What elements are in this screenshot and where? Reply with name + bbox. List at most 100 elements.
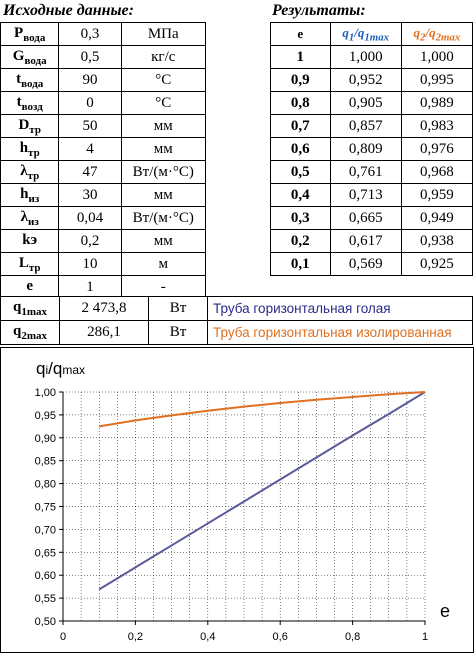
- summary-value: 2 473,8: [59, 296, 149, 321]
- y-tick-label: 0,65: [35, 547, 56, 559]
- q1-value: 0,617: [329, 229, 402, 253]
- param-symbol-sub: вода: [21, 77, 44, 90]
- summary-symbol-sub: 1max: [21, 306, 47, 318]
- param-symbol: λиз: [0, 206, 60, 230]
- param-value: 47: [58, 160, 122, 184]
- header-sub: 1max: [364, 31, 390, 44]
- param-symbol-sub: тр: [28, 146, 40, 159]
- param-value: 0,2: [58, 229, 122, 253]
- param-symbol-sub: тр: [29, 123, 41, 136]
- param-value: 0,5: [58, 45, 122, 69]
- header-slash: /q: [425, 24, 436, 40]
- results-row: 0,6 0,809 0,976: [270, 137, 474, 161]
- q1-value: 0,952: [329, 68, 402, 92]
- q2-value: 0,949: [400, 206, 474, 230]
- summary-row: q2max 286,1 Вт Труба горизонтальная изолиро…: [0, 320, 473, 345]
- results-row: 0,4 0,713 0,959: [270, 183, 474, 207]
- q2-value: 0,959: [400, 183, 474, 207]
- e-value: 0,8: [270, 91, 331, 115]
- param-symbol-main: λ: [20, 162, 28, 179]
- y-label-main: q: [36, 359, 45, 378]
- e-value: 0,6: [270, 137, 331, 161]
- col-e-header: e: [270, 22, 331, 46]
- y-tick-label: 0,75: [35, 502, 56, 514]
- param-value: 30: [58, 183, 122, 207]
- param-symbol: Pвода: [0, 22, 60, 46]
- param-symbol-sub: вода: [24, 54, 47, 67]
- series-line-q2: [99, 391, 426, 428]
- param-value: 0: [58, 91, 122, 115]
- e-value: 0,4: [270, 183, 331, 207]
- header-sub: 2max: [435, 31, 461, 44]
- param-unit: мм: [120, 183, 207, 207]
- q2-value: 0,968: [400, 160, 474, 184]
- input-title: Исходные данные:: [3, 2, 134, 19]
- param-unit: °C: [120, 68, 207, 92]
- input-row: λиз 0,04 Вт/(м·°C): [0, 206, 207, 230]
- input-row: Pвода 0,3 МПа: [0, 22, 207, 46]
- param-unit: мм: [120, 114, 207, 138]
- q2-value: 0,995: [400, 68, 474, 92]
- q1-value: 0,569: [329, 252, 402, 276]
- col_q1-header: q1/q1max: [329, 22, 402, 46]
- results-row: 0,5 0,761 0,968: [270, 160, 474, 184]
- param-symbol-main: L: [18, 254, 29, 271]
- summary-symbol-main: q: [12, 323, 22, 339]
- summary-symbol: q2max: [0, 320, 60, 345]
- x-axis-label: e: [440, 601, 450, 621]
- summary-value: 286,1: [59, 320, 149, 345]
- col_q2-header: q2/q2max: [400, 22, 474, 46]
- param-symbol: Lтр: [0, 252, 60, 276]
- param-value: 90: [58, 68, 122, 92]
- summary-symbol-main: q: [12, 299, 22, 315]
- param-symbol-sub: тр: [28, 261, 41, 274]
- results-header-row: e q1/q1max q2/q2max: [270, 22, 474, 46]
- param-symbol: Gвода: [0, 45, 60, 69]
- param-symbol: kэ: [0, 229, 60, 253]
- param-unit: мм: [120, 229, 207, 253]
- param-symbol-sub: тр: [27, 169, 40, 182]
- param-symbol-main: e: [26, 277, 34, 294]
- results-title: Результаты:: [272, 2, 366, 19]
- results-table: e q1/q1max q2/q2max 1 1,000 1,000 0,9 0,952 0,99…: [270, 22, 474, 276]
- param-value: 0,04: [58, 206, 122, 230]
- x-tick-label: 0,6: [273, 631, 288, 643]
- results-row: 0,9 0,952 0,995: [270, 68, 474, 92]
- param-value: 50: [58, 114, 122, 138]
- q2-value: 0,989: [400, 91, 474, 115]
- e-value: 0,5: [270, 160, 331, 184]
- param-value: 4: [58, 137, 122, 161]
- param-unit: м: [120, 252, 207, 276]
- param-symbol-sub: из: [28, 192, 40, 205]
- param-unit: °C: [120, 91, 207, 115]
- q1-value: 1,000: [329, 45, 402, 69]
- summary-row: q1max 2 473,8 Вт Труба горизонтальная голая: [0, 296, 473, 321]
- summary-unit: Вт: [148, 320, 208, 345]
- param-symbol-main: t: [16, 93, 22, 110]
- e-value: 0,9: [270, 68, 331, 92]
- summary-unit: Вт: [148, 296, 208, 321]
- q1-value: 0,665: [329, 206, 402, 230]
- y-tick-label: 0,55: [35, 593, 56, 605]
- param-symbol-main: t: [16, 70, 22, 87]
- input-row: Lтр 10 м: [0, 252, 207, 276]
- results-row: 0,7 0,857 0,983: [270, 114, 474, 138]
- input-row: Dтр 50 мм: [0, 114, 207, 138]
- input-row: λтр 47 Вт/(м·°C): [0, 160, 207, 184]
- param-symbol-main: kэ: [22, 231, 38, 248]
- x-tick-label: 0,8: [345, 631, 360, 643]
- e-value: 0,2: [270, 229, 331, 253]
- results-row: 0,8 0,905 0,989: [270, 91, 474, 115]
- y-tick-label: 0,90: [35, 433, 56, 445]
- input-row: kэ 0,2 мм: [0, 229, 207, 253]
- x-tick-label: 0,4: [200, 631, 215, 643]
- line-chart: 0,500,550,600,650,700,750,800,850,900,95…: [0, 347, 474, 653]
- series-line-q1: [98, 391, 426, 591]
- param-symbol-sub: вода: [23, 31, 46, 44]
- header-sym: q: [413, 24, 421, 40]
- q1-value: 0,809: [329, 137, 402, 161]
- y-tick-label: 0,85: [35, 456, 56, 468]
- y-tick-label: 0,50: [35, 616, 56, 628]
- param-symbol-main: λ: [20, 208, 28, 225]
- header-slash: /q: [354, 24, 365, 40]
